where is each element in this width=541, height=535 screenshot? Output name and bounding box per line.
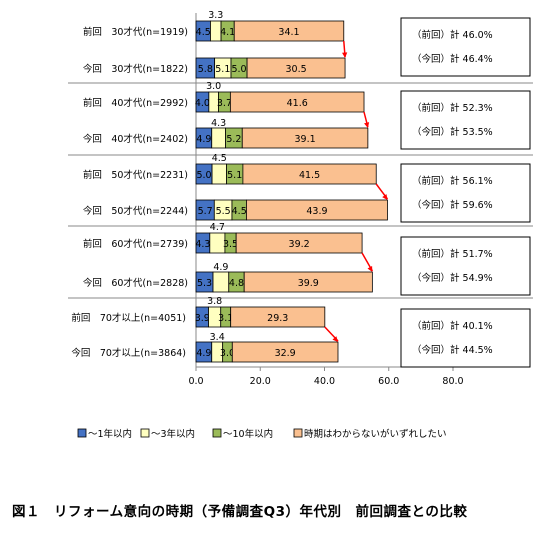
data-label: 3.5 bbox=[223, 239, 238, 250]
x-tick-label: 40.0 bbox=[314, 376, 335, 387]
total-box bbox=[400, 236, 531, 296]
data-label: 5.1 bbox=[227, 170, 242, 181]
data-label: 3.9 bbox=[195, 313, 210, 324]
bar-segment bbox=[211, 127, 226, 149]
total-curr: （今回）計 59.6% bbox=[412, 199, 493, 211]
data-label: 5.5 bbox=[216, 206, 231, 217]
data-label: 4.8 bbox=[229, 278, 244, 289]
legend-swatch bbox=[212, 428, 222, 438]
data-label: 43.9 bbox=[306, 206, 327, 217]
row-label: 今回 50才代(n=2244) bbox=[83, 205, 188, 217]
total-curr: （今回）計 46.4% bbox=[412, 53, 493, 65]
data-label: 4.9 bbox=[196, 134, 211, 145]
data-label: 4.1 bbox=[220, 27, 235, 38]
data-label: 3.3 bbox=[208, 10, 223, 21]
bar-segment bbox=[212, 271, 230, 293]
figure-caption: 図１ リフォーム意向の時期（予備調査Q3）年代別 前回調査との比較 bbox=[12, 504, 468, 520]
x-tick-label: 20.0 bbox=[250, 376, 271, 387]
data-label: 4.5 bbox=[196, 27, 211, 38]
bar-segment bbox=[246, 57, 346, 79]
total-prev: （前回）計 56.1% bbox=[412, 175, 493, 187]
legend-label: ～1年以内 bbox=[88, 428, 132, 440]
data-label: 32.9 bbox=[275, 348, 296, 359]
data-label: 39.2 bbox=[289, 239, 310, 250]
data-label: 5.1 bbox=[215, 64, 230, 75]
x-tick-label: 0.0 bbox=[188, 376, 203, 387]
total-curr: （今回）計 44.5% bbox=[412, 344, 493, 356]
data-label: 4.3 bbox=[211, 118, 226, 129]
data-label: 5.7 bbox=[198, 206, 213, 217]
data-label: 4.7 bbox=[210, 222, 225, 233]
data-label: 5.3 bbox=[197, 278, 212, 289]
data-label: 29.3 bbox=[267, 313, 288, 324]
bar-segment bbox=[243, 271, 373, 293]
data-label: 3.4 bbox=[210, 332, 225, 343]
data-label: 3.7 bbox=[217, 98, 232, 109]
data-label: 39.1 bbox=[294, 134, 315, 145]
data-label: 5.0 bbox=[196, 170, 211, 181]
row-label: 前回 40才代(n=2992) bbox=[83, 97, 188, 109]
data-label: 4.0 bbox=[195, 98, 210, 109]
total-prev: （前回）計 52.3% bbox=[412, 102, 493, 114]
data-label: 39.9 bbox=[298, 278, 319, 289]
change-arrowhead bbox=[332, 336, 338, 342]
data-label: 5.0 bbox=[231, 64, 246, 75]
total-box bbox=[400, 308, 531, 368]
data-label: 3.0 bbox=[206, 81, 221, 92]
data-label: 41.6 bbox=[287, 98, 308, 109]
total-box bbox=[400, 17, 531, 77]
total-prev: （前回）計 46.0% bbox=[412, 29, 493, 41]
total-prev: （前回）計 51.7% bbox=[412, 248, 493, 260]
data-label: 4.9 bbox=[196, 348, 211, 359]
bar-segment bbox=[211, 163, 227, 185]
data-label: 4.5 bbox=[232, 206, 247, 217]
data-label: 41.5 bbox=[299, 170, 320, 181]
total-box bbox=[400, 90, 531, 150]
data-label: 5.8 bbox=[198, 64, 213, 75]
bar-segment bbox=[231, 341, 339, 363]
legend-swatch bbox=[140, 428, 150, 438]
change-arrowhead bbox=[342, 52, 348, 58]
bar-segment bbox=[242, 163, 377, 185]
total-box bbox=[400, 163, 531, 223]
row-label: 前回 30才代(n=1919) bbox=[83, 26, 188, 38]
data-label: 4.3 bbox=[195, 239, 210, 250]
row-label: 前回 60才代(n=2739) bbox=[83, 238, 188, 250]
change-arrowhead bbox=[382, 194, 388, 200]
legend-label: 時期はわからないがいずれしたい bbox=[304, 428, 447, 440]
total-curr: （今回）計 54.9% bbox=[412, 272, 493, 284]
x-tick-label: 60.0 bbox=[378, 376, 399, 387]
row-label: 今回 70才以上(n=3864) bbox=[71, 347, 186, 359]
data-label: 30.5 bbox=[285, 64, 306, 75]
legend-label: ～3年以内 bbox=[151, 428, 195, 440]
bar-segment bbox=[233, 20, 345, 42]
row-label: 今回 60才代(n=2828) bbox=[83, 277, 188, 289]
bar-segment bbox=[241, 127, 369, 149]
data-label: 4.9 bbox=[213, 262, 228, 273]
data-label: 3.8 bbox=[207, 296, 222, 307]
data-label: 5.2 bbox=[226, 134, 241, 145]
total-prev: （前回）計 40.1% bbox=[412, 320, 493, 332]
legend-label: ～10年以内 bbox=[223, 428, 273, 440]
change-arrowhead bbox=[364, 122, 370, 128]
change-arrowhead bbox=[367, 266, 373, 272]
data-label: 4.5 bbox=[212, 153, 227, 164]
bar-segment bbox=[246, 199, 388, 221]
row-label: 前回 70才以上(n=4051) bbox=[71, 312, 186, 324]
row-label: 前回 50才代(n=2231) bbox=[83, 169, 188, 181]
row-label: 今回 40才代(n=2402) bbox=[83, 133, 188, 145]
bar-segment bbox=[230, 306, 326, 328]
data-label: 3.0 bbox=[220, 348, 235, 359]
row-label: 今回 30才代(n=1822) bbox=[83, 63, 188, 75]
legend-swatch bbox=[77, 428, 87, 438]
total-curr: （今回）計 53.5% bbox=[412, 126, 493, 138]
legend-swatch bbox=[293, 428, 303, 438]
data-label: 3.1 bbox=[218, 313, 233, 324]
x-tick-label: 80.0 bbox=[442, 376, 463, 387]
bar-segment bbox=[229, 91, 365, 113]
data-label: 34.1 bbox=[278, 27, 299, 38]
bar-segment bbox=[235, 232, 363, 254]
